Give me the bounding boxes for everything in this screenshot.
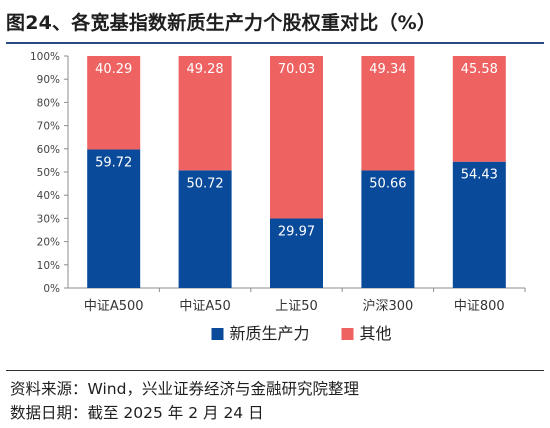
data-label: 40.29 bbox=[95, 62, 132, 77]
title-divider bbox=[6, 42, 544, 44]
y-tick-label: 80% bbox=[37, 97, 60, 109]
data-label: 50.72 bbox=[186, 176, 223, 191]
chart-title: 图24、各宽基指数新质生产力个股权重对比（%） bbox=[6, 12, 437, 34]
bar-segment bbox=[269, 218, 324, 288]
bar-segment bbox=[178, 56, 232, 171]
data-label: 49.34 bbox=[369, 62, 406, 77]
legend-label: 新质生产力 bbox=[230, 324, 310, 343]
bar-segment bbox=[452, 56, 506, 162]
x-tick-label: 沪深300 bbox=[362, 298, 413, 314]
y-axis: 0% 10% 20% 30% 40% 50% 60% 70% 80% 90% 100% bbox=[30, 51, 69, 295]
x-tick-label: 中证A500 bbox=[84, 299, 144, 314]
y-tick-label: 30% bbox=[37, 213, 60, 225]
data-label: 49.28 bbox=[186, 62, 223, 77]
bar-segment bbox=[361, 56, 415, 171]
y-tick-label: 20% bbox=[37, 237, 60, 249]
y-tick-label: 100% bbox=[30, 51, 60, 63]
data-label: 45.58 bbox=[461, 62, 498, 77]
legend-swatch bbox=[341, 328, 354, 340]
bar-segment bbox=[87, 56, 141, 150]
data-label: 54.43 bbox=[461, 168, 498, 183]
x-axis: 中证A500 中证A50 上证50 沪深300 中证800 bbox=[68, 287, 526, 314]
x-tick-label: 中证800 bbox=[454, 299, 505, 314]
source-note: 资料来源：Wind，兴业证券经济与金融研究院整理 bbox=[10, 380, 359, 398]
legend-label: 其他 bbox=[360, 324, 392, 343]
y-tick-label: 50% bbox=[37, 167, 60, 179]
bar-segment bbox=[269, 56, 324, 219]
data-label: 59.72 bbox=[95, 155, 132, 170]
bars: 59.72 40.29 50.72 49.28 29.97 70.03 50.66 49.34… bbox=[87, 56, 506, 288]
x-tick-label: 中证A50 bbox=[179, 299, 230, 314]
y-tick-label: 40% bbox=[37, 190, 60, 202]
bar-segment bbox=[452, 161, 506, 288]
y-tick-label: 10% bbox=[37, 260, 60, 272]
x-tick-label: 上证50 bbox=[275, 299, 318, 314]
data-label: 29.97 bbox=[278, 224, 315, 239]
bar-segment bbox=[87, 149, 141, 288]
legend: 新质生产力 其他 bbox=[211, 324, 392, 343]
bar-segment bbox=[178, 170, 232, 288]
bar-segment bbox=[361, 170, 415, 288]
footer-divider bbox=[6, 370, 544, 371]
date-note: 数据日期：截至 2025 年 2 月 24 日 bbox=[10, 404, 264, 422]
y-tick-label: 70% bbox=[37, 121, 60, 133]
y-tick-label: 0% bbox=[43, 283, 60, 295]
data-label: 50.66 bbox=[369, 176, 406, 191]
y-tick-label: 90% bbox=[37, 74, 60, 86]
y-tick-label: 60% bbox=[37, 144, 60, 156]
legend-swatch bbox=[211, 328, 224, 340]
data-label: 70.03 bbox=[278, 62, 315, 77]
